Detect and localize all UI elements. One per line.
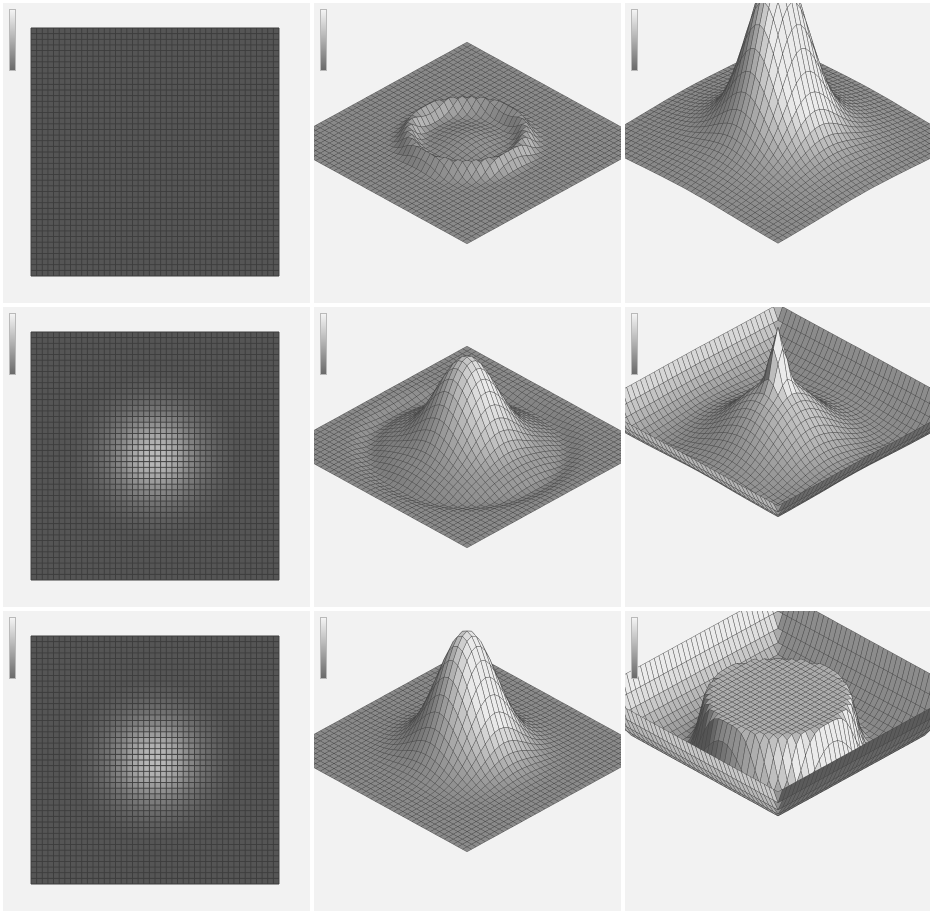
panel-plot: [314, 630, 621, 853]
panel-r2c3: [625, 307, 930, 607]
panel-r1c2: [314, 3, 621, 303]
mesh-surface: [625, 611, 930, 817]
panel-plot: [30, 27, 280, 277]
mesh-surface: [314, 345, 621, 549]
mesh-top-view: [30, 27, 280, 277]
mesh-top-view: [30, 331, 280, 581]
mesh-surface: [314, 41, 621, 245]
panel-r3c1: [3, 611, 310, 911]
colorbar: [9, 617, 16, 679]
mesh-surface: [314, 630, 621, 853]
panel-r3c2: [314, 611, 621, 911]
mesh-surface: [625, 307, 930, 518]
colorbar: [631, 9, 638, 71]
colorbar: [631, 313, 638, 375]
panel-r1c3: [625, 3, 930, 303]
colorbar: [9, 9, 16, 71]
panel-plot: [625, 307, 930, 518]
mesh-top-view: [30, 635, 280, 885]
colorbar: [631, 617, 638, 679]
panel-plot: [30, 635, 280, 885]
panel-plot: [314, 345, 621, 549]
colorbar: [320, 313, 327, 375]
colorbar: [320, 9, 327, 71]
mesh-surface: [625, 3, 930, 244]
panel-r2c1: [3, 307, 310, 607]
colorbar: [320, 617, 327, 679]
panel-plot: [625, 3, 930, 244]
panel-plot: [625, 611, 930, 817]
panel-r1c1: [3, 3, 310, 303]
colorbar: [9, 313, 16, 375]
panel-plot: [314, 41, 621, 245]
panel-plot: [30, 331, 280, 581]
panel-r2c2: [314, 307, 621, 607]
panel-r3c3: [625, 611, 930, 911]
